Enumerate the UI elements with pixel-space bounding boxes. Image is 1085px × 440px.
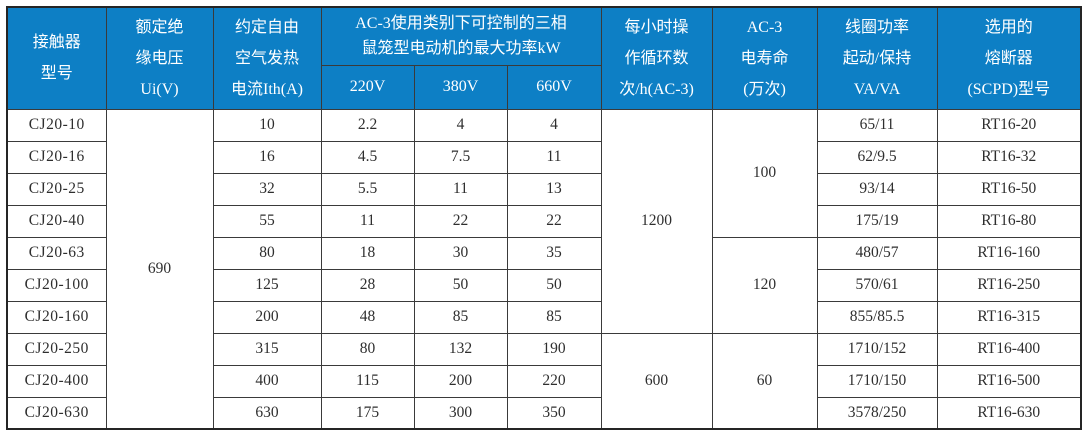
coil-cell: 480/57 — [816, 236, 938, 270]
model-cell: CJ20-400 — [6, 364, 107, 398]
fuse-cell: RT16-160 — [936, 236, 1082, 270]
fuse-cell: RT16-630 — [936, 396, 1082, 430]
table-row: CJ20-40 55 11 22 22 175/19 RT16-80 — [6, 204, 1082, 238]
table-header: 接触器 型号 额定绝 缘电压 Ui(V) 约定自由 空气发热 电流Ith(A) … — [6, 6, 1082, 110]
col-header-power-group: AC-3使用类别下可控制的三相 鼠笼型电动机的最大功率kW — [320, 6, 602, 66]
table-body: CJ20-10 690 10 2.2 4 4 1200 100 65/11 RT… — [6, 108, 1082, 430]
p660-cell: 22 — [506, 204, 602, 238]
col-header-fuse: 选用的 熔断器 (SCPD)型号 — [936, 6, 1082, 110]
p220-cell: 18 — [320, 236, 415, 270]
p220-cell: 175 — [320, 396, 415, 430]
fuse-cell: RT16-80 — [936, 204, 1082, 238]
ith-cell: 55 — [212, 204, 322, 238]
cycles-cell: 1200 — [600, 108, 713, 334]
ith-cell: 200 — [212, 300, 322, 334]
p220-cell: 115 — [320, 364, 415, 398]
col-header-model: 接触器 型号 — [6, 6, 107, 110]
table-row: CJ20-630 630 175 300 350 3578/250 RT16-6… — [6, 396, 1082, 430]
coil-cell: 93/14 — [816, 172, 938, 206]
p380-cell: 132 — [413, 332, 508, 366]
ith-cell: 400 — [212, 364, 322, 398]
p660-cell: 35 — [506, 236, 602, 270]
ith-cell: 125 — [212, 268, 322, 302]
model-cell: CJ20-40 — [6, 204, 107, 238]
ith-cell: 10 — [212, 108, 322, 142]
coil-cell: 175/19 — [816, 204, 938, 238]
p380-cell: 300 — [413, 396, 508, 430]
fuse-cell: RT16-20 — [936, 108, 1082, 142]
col-header-cycles: 每小时操 作循环数 次/h(AC-3) — [600, 6, 713, 110]
life-cell: 100 — [711, 108, 818, 238]
ith-cell: 315 — [212, 332, 322, 366]
p660-cell: 190 — [506, 332, 602, 366]
coil-cell: 62/9.5 — [816, 140, 938, 174]
col-header-coil-power: 线圈功率 起动/保持 VA/VA — [816, 6, 938, 110]
p220-cell: 4.5 — [320, 140, 415, 174]
table-row: CJ20-100 125 28 50 50 570/61 RT16-250 — [6, 268, 1082, 302]
life-cell: 60 — [711, 332, 818, 430]
table-row: CJ20-400 400 115 200 220 1710/150 RT16-5… — [6, 364, 1082, 398]
fuse-cell: RT16-250 — [936, 268, 1082, 302]
p220-cell: 2.2 — [320, 108, 415, 142]
p380-cell: 22 — [413, 204, 508, 238]
insulation-voltage-cell: 690 — [105, 108, 214, 430]
ith-cell: 80 — [212, 236, 322, 270]
p660-cell: 11 — [506, 140, 602, 174]
p660-cell: 85 — [506, 300, 602, 334]
p220-cell: 5.5 — [320, 172, 415, 206]
p660-cell: 220 — [506, 364, 602, 398]
table-row: CJ20-63 80 18 30 35 120 480/57 RT16-160 — [6, 236, 1082, 334]
table-row: CJ20-16 16 4.5 7.5 11 62/9.5 RT16-32 — [6, 140, 1082, 174]
model-cell: CJ20-630 — [6, 396, 107, 430]
fuse-cell: RT16-500 — [936, 364, 1082, 398]
subcol-header-380v: 380V — [413, 64, 508, 110]
model-cell: CJ20-25 — [6, 172, 107, 206]
subcol-header-220v: 220V — [320, 64, 415, 110]
p660-cell: 4 — [506, 108, 602, 142]
model-cell: CJ20-100 — [6, 268, 107, 302]
table-row: CJ20-25 32 5.5 11 13 93/14 RT16-50 — [6, 172, 1082, 206]
p660-cell: 350 — [506, 396, 602, 430]
p220-cell: 80 — [320, 332, 415, 366]
model-cell: CJ20-160 — [6, 300, 107, 334]
col-header-insulation-voltage: 额定绝 缘电压 Ui(V) — [105, 6, 214, 110]
p220-cell: 11 — [320, 204, 415, 238]
ith-cell: 16 — [212, 140, 322, 174]
col-header-thermal-current: 约定自由 空气发热 电流Ith(A) — [212, 6, 322, 110]
model-cell: CJ20-10 — [6, 108, 107, 142]
p220-cell: 48 — [320, 300, 415, 334]
model-cell: CJ20-250 — [6, 332, 107, 366]
ith-cell: 630 — [212, 396, 322, 430]
p380-cell: 4 — [413, 108, 508, 142]
coil-cell: 1710/150 — [816, 364, 938, 398]
coil-cell: 570/61 — [816, 268, 938, 302]
fuse-cell: RT16-50 — [936, 172, 1082, 206]
coil-cell: 1710/152 — [816, 332, 938, 366]
p380-cell: 50 — [413, 268, 508, 302]
coil-cell: 3578/250 — [816, 396, 938, 430]
fuse-cell: RT16-400 — [936, 332, 1082, 366]
col-header-electrical-life: AC-3 电寿命 (万次) — [711, 6, 818, 110]
coil-cell: 65/11 — [816, 108, 938, 142]
model-cell: CJ20-16 — [6, 140, 107, 174]
p660-cell: 50 — [506, 268, 602, 302]
table-row: CJ20-10 690 10 2.2 4 4 1200 100 65/11 RT… — [6, 108, 1082, 430]
fuse-cell: RT16-315 — [936, 300, 1082, 334]
p380-cell: 7.5 — [413, 140, 508, 174]
contactor-spec-table: 接触器 型号 额定绝 缘电压 Ui(V) 约定自由 空气发热 电流Ith(A) … — [6, 6, 1083, 430]
subcol-header-660v: 660V — [506, 64, 602, 110]
p380-cell: 200 — [413, 364, 508, 398]
ith-cell: 32 — [212, 172, 322, 206]
cycles-cell: 600 — [600, 332, 713, 430]
table-row: CJ20-250 315 80 132 190 600 60 1710/152 … — [6, 332, 1082, 430]
coil-cell: 855/85.5 — [816, 300, 938, 334]
p220-cell: 28 — [320, 268, 415, 302]
p660-cell: 13 — [506, 172, 602, 206]
p380-cell: 85 — [413, 300, 508, 334]
p380-cell: 11 — [413, 172, 508, 206]
p380-cell: 30 — [413, 236, 508, 270]
model-cell: CJ20-63 — [6, 236, 107, 270]
fuse-cell: RT16-32 — [936, 140, 1082, 174]
life-cell: 120 — [711, 236, 818, 334]
